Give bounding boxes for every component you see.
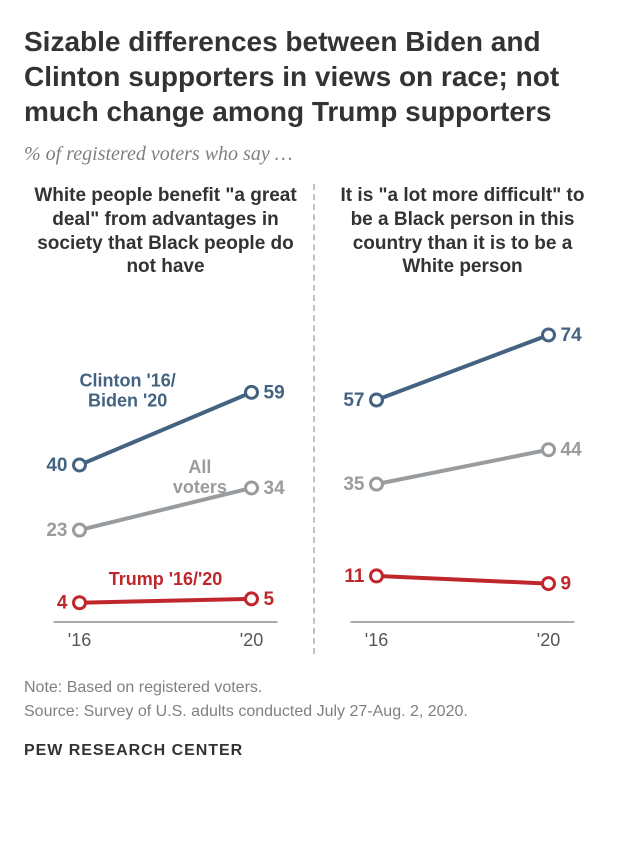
series-line-rep bbox=[80, 599, 252, 603]
value-label-dem-0: 57 bbox=[343, 390, 364, 411]
series-marker-rep bbox=[246, 593, 258, 605]
series-marker-dem bbox=[543, 329, 555, 341]
chart-panel-0: White people benefit "a great deal" from… bbox=[24, 184, 307, 654]
series-marker-dem bbox=[371, 394, 383, 406]
series-marker-rep bbox=[74, 597, 86, 609]
slope-chart-1: '16 '20 57 74 35 44 11 9 bbox=[321, 294, 604, 654]
series-label-rep: Trump '16/'20 bbox=[109, 569, 223, 589]
panel-title-1: It is "a lot more difficult" to be a Bla… bbox=[321, 184, 604, 294]
x-tick-label: '16 bbox=[365, 630, 388, 650]
value-label-rep-1: 9 bbox=[561, 574, 572, 595]
series-line-dem bbox=[377, 335, 549, 400]
value-label-dem-1: 74 bbox=[561, 325, 583, 346]
slope-chart-0: '16 '20 40 59 Clinton '16/Biden '20 23 34 Allvo… bbox=[24, 294, 307, 654]
value-label-rep-0: 11 bbox=[344, 566, 365, 587]
org-footer: PEW RESEARCH CENTER bbox=[24, 742, 604, 760]
series-marker-dem bbox=[74, 459, 86, 471]
x-tick-label: '16 bbox=[68, 630, 91, 650]
value-label-rep-1: 5 bbox=[264, 589, 275, 610]
series-marker-rep bbox=[371, 570, 383, 582]
chart-panel-1: It is "a lot more difficult" to be a Bla… bbox=[321, 184, 604, 654]
page-title: Sizable differences between Biden and Cl… bbox=[24, 24, 604, 129]
series-label-dem: Clinton '16/Biden '20 bbox=[80, 371, 176, 411]
series-marker-all bbox=[371, 478, 383, 490]
series-label-all: Allvoters bbox=[173, 457, 227, 497]
value-label-all-1: 34 bbox=[264, 478, 286, 499]
value-label-all-0: 23 bbox=[46, 520, 67, 541]
series-marker-rep bbox=[543, 578, 555, 590]
source-line: Source: Survey of U.S. adults conducted … bbox=[24, 700, 604, 724]
charts-row: White people benefit "a great deal" from… bbox=[24, 184, 604, 654]
panel-title-0: White people benefit "a great deal" from… bbox=[24, 184, 307, 294]
value-label-rep-0: 4 bbox=[57, 593, 68, 614]
series-marker-dem bbox=[246, 386, 258, 398]
x-tick-label: '20 bbox=[537, 630, 560, 650]
series-marker-all bbox=[74, 524, 86, 536]
panel-divider bbox=[313, 184, 315, 654]
series-marker-all bbox=[246, 482, 258, 494]
series-line-all bbox=[377, 450, 549, 484]
value-label-dem-1: 59 bbox=[264, 382, 285, 403]
footnote: Note: Based on registered voters. bbox=[24, 676, 604, 700]
value-label-all-1: 44 bbox=[561, 440, 583, 461]
series-marker-all bbox=[543, 444, 555, 456]
subtitle: % of registered voters who say … bbox=[24, 143, 604, 166]
x-tick-label: '20 bbox=[240, 630, 263, 650]
series-line-rep bbox=[377, 576, 549, 584]
value-label-all-0: 35 bbox=[343, 474, 365, 495]
value-label-dem-0: 40 bbox=[46, 455, 67, 476]
